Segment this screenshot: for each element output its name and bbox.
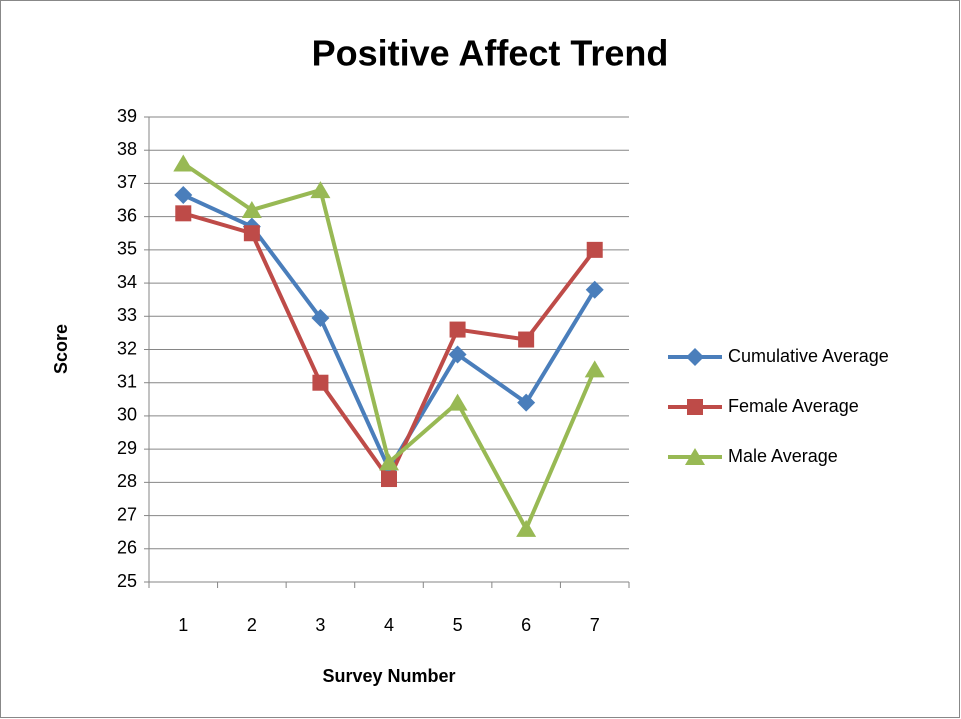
y-tick-label: 37 — [117, 172, 137, 192]
y-tick-label: 25 — [117, 571, 137, 591]
legend-marker — [685, 448, 705, 465]
marker — [379, 453, 399, 471]
y-tick-label: 27 — [117, 504, 137, 524]
legend-marker — [686, 348, 704, 366]
marker — [312, 374, 329, 391]
legend-marker — [687, 399, 703, 415]
x-tick-label: 7 — [590, 615, 600, 635]
marker — [517, 393, 536, 412]
x-tick-label: 1 — [178, 615, 188, 635]
x-tick-label: 2 — [247, 615, 257, 635]
marker — [310, 181, 331, 199]
marker — [448, 345, 467, 364]
y-tick-label: 28 — [117, 471, 137, 491]
marker — [381, 471, 397, 488]
marker — [175, 205, 192, 222]
x-tick-label: 5 — [453, 615, 463, 635]
marker — [243, 225, 260, 242]
y-tick-label: 33 — [117, 305, 137, 325]
marker — [449, 321, 466, 338]
marker — [311, 308, 330, 327]
y-tick-label: 32 — [117, 338, 137, 358]
y-tick-label: 31 — [117, 371, 137, 391]
marker — [173, 154, 194, 172]
y-tick-label: 29 — [117, 438, 137, 458]
y-tick-label: 38 — [117, 139, 137, 159]
y-tick-label: 35 — [117, 239, 137, 259]
marker — [585, 280, 604, 299]
marker — [518, 331, 535, 348]
x-tick-label: 3 — [315, 615, 325, 635]
legend-label: Female Average — [728, 396, 859, 416]
y-tick-label: 39 — [117, 106, 137, 126]
legend-label: Male Average — [728, 446, 838, 466]
x-axis-label: Survey Number — [322, 666, 455, 686]
y-axis-label: Score — [51, 324, 71, 374]
y-tick-label: 30 — [117, 405, 137, 425]
marker — [586, 241, 603, 258]
legend-label: Cumulative Average — [728, 346, 889, 366]
chart-title: Positive Affect Trend — [312, 33, 669, 74]
marker — [174, 186, 193, 205]
marker — [241, 201, 262, 218]
y-tick-label: 36 — [117, 205, 137, 225]
x-tick-label: 4 — [384, 615, 394, 635]
marker — [516, 519, 537, 537]
y-tick-label: 34 — [117, 272, 137, 292]
y-tick-label: 26 — [117, 538, 137, 558]
marker — [584, 360, 605, 378]
marker — [447, 393, 468, 411]
x-tick-label: 6 — [521, 615, 531, 635]
